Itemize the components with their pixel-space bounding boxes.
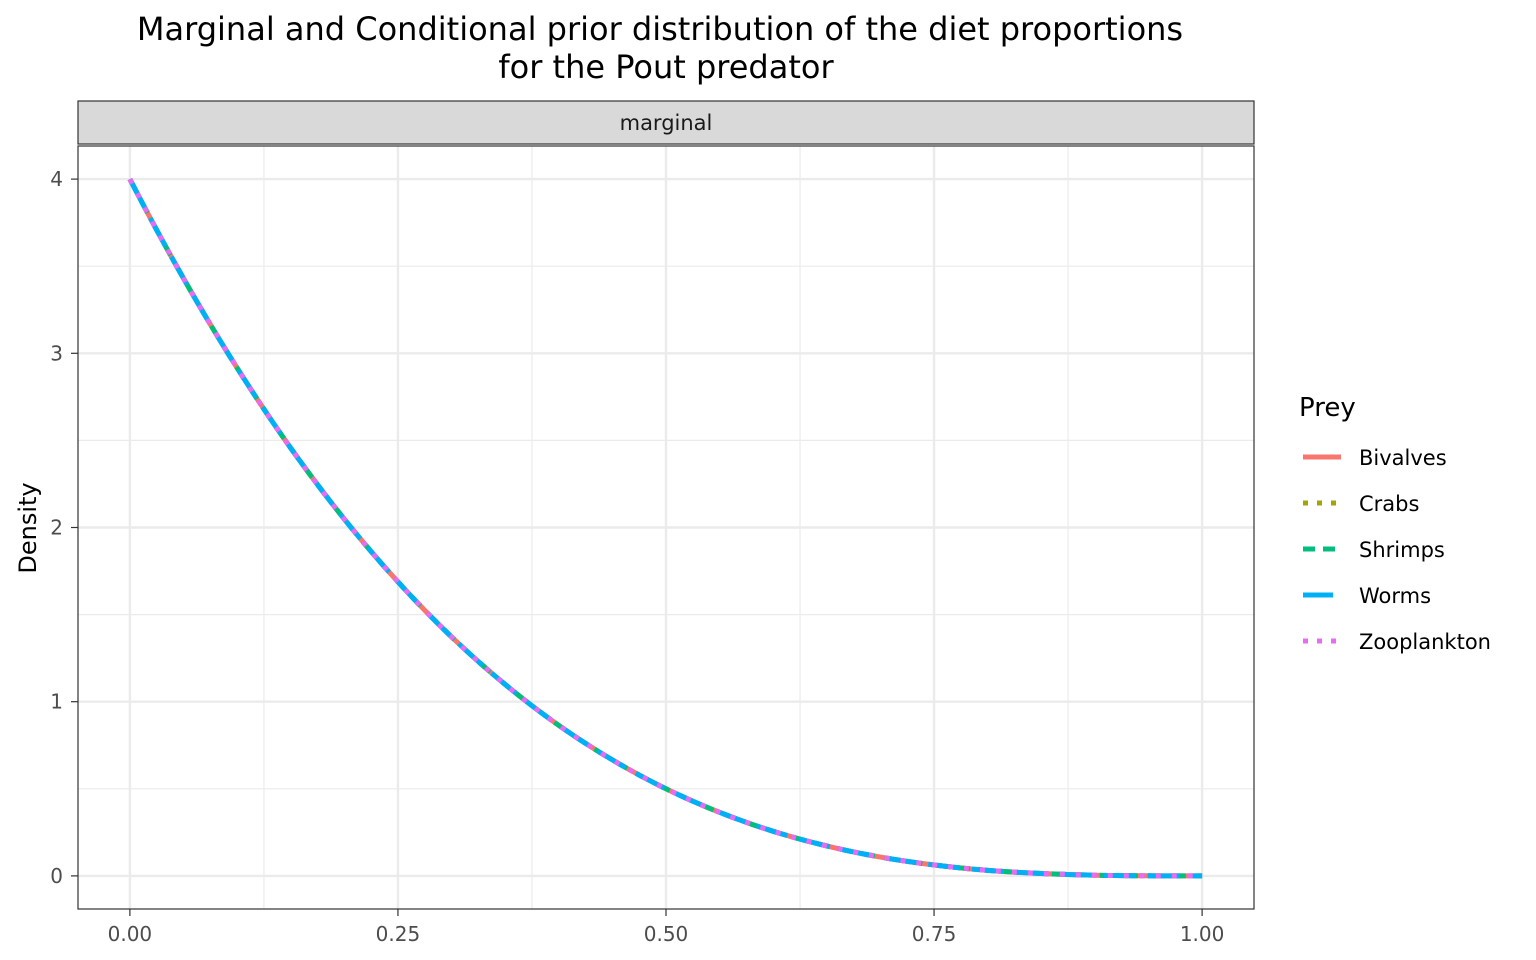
y-tick-label: 2 <box>50 516 63 540</box>
facet-strip <box>77 100 1255 145</box>
facet-strip-label: marginal <box>620 111 713 135</box>
legend-title: Prey <box>1299 393 1356 423</box>
x-tick-label: 0.00 <box>108 922 153 946</box>
legend: Prey Bivalves Crabs Shrimps Worms Zooplankto… <box>1299 393 1491 654</box>
x-tick-label: 0.75 <box>912 922 957 946</box>
series-line-shrimps <box>127 177 1203 879</box>
x-axis: 0.00 0.25 0.50 0.75 1.00 <box>108 909 1225 946</box>
chart-title-line2: for the Pout predator <box>498 48 834 86</box>
x-tick-label: 0.50 <box>644 922 689 946</box>
y-tick-label: 1 <box>50 690 63 714</box>
legend-label-shrimps: Shrimps <box>1359 538 1445 562</box>
y-tick-label: 4 <box>50 167 63 191</box>
x-tick-label: 0.25 <box>376 922 421 946</box>
x-tick-label: 1.00 <box>1180 922 1225 946</box>
legend-label-bivalves: Bivalves <box>1359 446 1447 470</box>
legend-label-zooplankton: Zooplankton <box>1359 630 1491 654</box>
legend-label-worms: Worms <box>1359 584 1431 608</box>
y-axis: 0 1 2 3 4 <box>50 167 78 888</box>
legend-label-crabs: Crabs <box>1359 492 1419 516</box>
series-line-worms <box>127 177 1203 879</box>
y-tick-label: 0 <box>50 864 63 888</box>
chart-title-line1: Marginal and Conditional prior distribut… <box>137 10 1183 48</box>
series-layer <box>127 177 1203 879</box>
major-grid <box>78 146 1254 909</box>
y-axis-title: Density <box>14 482 42 573</box>
y-tick-label: 3 <box>50 341 63 365</box>
